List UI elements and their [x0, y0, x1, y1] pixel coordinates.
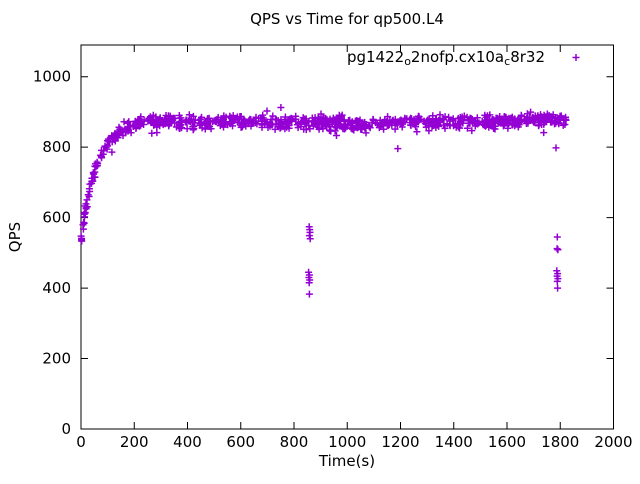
y-tick-label: 1000: [33, 68, 71, 86]
data-points: [77, 104, 570, 298]
x-tick-label: 1400: [435, 433, 473, 451]
x-tick-label: 400: [173, 433, 202, 451]
axis-ticks: [80, 45, 614, 430]
legend-series-label: pg1422o2nofp.cx10ac8r32: [347, 48, 545, 68]
x-tick-label: 2000: [594, 433, 632, 451]
chart-title: QPS vs Time for qp500.L4: [250, 10, 444, 28]
y-tick-label: 200: [42, 350, 71, 368]
y-tick-label: 800: [42, 138, 71, 156]
y-axis-label: QPS: [6, 222, 24, 252]
x-tick-label: 200: [120, 433, 149, 451]
y-tick-label: 600: [42, 209, 71, 227]
x-axis-label: Time(s): [318, 452, 375, 470]
y-tick-label: 400: [42, 279, 71, 297]
x-tick-label: 1200: [381, 433, 419, 451]
legend: pg1422o2nofp.cx10ac8r32: [347, 48, 580, 68]
plot-border: [80, 44, 614, 430]
x-tick-label: 800: [280, 433, 309, 451]
legend-marker-plus-icon: [572, 54, 580, 61]
x-tick-labels: 0 200 400 600 800 1000 1200 1400 1600 1800 2000: [76, 433, 632, 451]
x-tick-label: 0: [76, 433, 86, 451]
x-tick-label: 1600: [488, 433, 526, 451]
x-tick-label: 1000: [328, 433, 366, 451]
x-tick-label: 1800: [541, 433, 579, 451]
y-tick-label: 0: [61, 420, 71, 438]
x-tick-label: 600: [226, 433, 255, 451]
y-tick-labels: 0 200 400 600 800 1000: [33, 68, 71, 438]
tick-marks: [80, 45, 614, 430]
